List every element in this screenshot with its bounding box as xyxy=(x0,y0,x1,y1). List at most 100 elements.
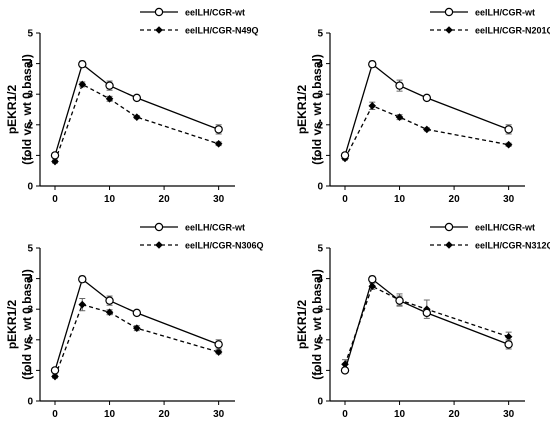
chart-panel-4: 0 1 2 3 4 5 0 10 20 30 pEKR1/2 (fold vs. wt 0 basal… xyxy=(295,223,550,421)
data-point xyxy=(51,157,59,166)
y-axis-label-line-2: (fold vs. wt 0 basal) xyxy=(310,54,324,165)
data-point xyxy=(422,308,432,318)
y-tick-label: 4 xyxy=(27,274,33,285)
x-tick-label: 10 xyxy=(104,409,116,420)
data-point xyxy=(51,372,59,381)
legend-marker xyxy=(154,222,164,232)
series-line-2 xyxy=(344,285,509,365)
x-tick-label: 10 xyxy=(104,194,116,205)
y-tick-label: 4 xyxy=(317,274,323,285)
data-point xyxy=(423,125,431,134)
y-tick-label: 5 xyxy=(27,29,33,40)
legend-label: eelLH/CGR-wt xyxy=(185,223,245,233)
data-point xyxy=(78,300,87,309)
x-tick-label: 30 xyxy=(213,409,225,420)
x-tick-label: 30 xyxy=(503,194,515,205)
legend-marker xyxy=(445,26,453,34)
legend-marker xyxy=(445,241,453,249)
x-tick-label: 10 xyxy=(394,409,406,420)
data-point xyxy=(214,139,223,148)
y-axis-label-line-2: (fold vs. wt 0 basal) xyxy=(20,54,34,165)
data-point xyxy=(395,81,404,90)
data-point xyxy=(214,348,223,356)
legend-label: eelLH/CGR-N312Q xyxy=(475,241,550,251)
series-line-1 xyxy=(344,278,509,371)
y-tick-label: 5 xyxy=(317,29,323,40)
data-point xyxy=(78,80,87,89)
y-tick-label: 4 xyxy=(27,59,33,70)
y-axis-label-line-1: pEKR1/2 xyxy=(295,85,309,135)
data-point xyxy=(504,332,513,341)
y-tick-label: 5 xyxy=(317,244,323,255)
data-point xyxy=(78,60,87,69)
y-tick-label: 5 xyxy=(27,244,33,255)
y-tick-label: 2 xyxy=(27,335,33,346)
y-tick-label: 2 xyxy=(27,120,33,131)
legend-label: eelLH/CGR-N49Q xyxy=(185,26,259,36)
y-axis-label-line-1: pEKR1/2 xyxy=(295,300,309,350)
y-tick-label: 3 xyxy=(317,305,323,316)
y-axis-label-line-1: pEKR1/2 xyxy=(5,300,19,350)
x-tick-label: 20 xyxy=(449,194,461,205)
data-point xyxy=(504,140,513,149)
y-tick-label: 0 xyxy=(27,182,33,193)
data-point xyxy=(133,113,141,121)
y-tick-label: 2 xyxy=(317,120,323,131)
legend-marker xyxy=(155,26,163,34)
x-tick-label: 20 xyxy=(159,194,171,205)
data-point xyxy=(504,340,513,349)
chart-panel-1: 0 1 2 3 4 5 0 10 20 30 pEKR1/2 (fold vs. wt 0 basal… xyxy=(5,8,259,206)
y-tick-label: 4 xyxy=(317,59,323,70)
y-tick-label: 0 xyxy=(27,397,33,408)
chart-panel-3: 0 1 2 3 4 5 0 10 20 30 pEKR1/2 (fold vs. wt 0 basal… xyxy=(5,223,264,421)
x-tick-label: 30 xyxy=(503,409,515,420)
data-point xyxy=(368,275,377,284)
legend-marker xyxy=(154,7,164,17)
data-point xyxy=(341,360,349,369)
y-tick-label: 1 xyxy=(27,151,33,162)
y-axis-label-line-1: pEKR1/2 xyxy=(5,85,19,135)
data-point xyxy=(340,151,350,160)
data-point xyxy=(214,340,223,349)
y-tick-label: 2 xyxy=(317,335,323,346)
data-point xyxy=(395,296,404,305)
legend-label: eelLH/CGR-wt xyxy=(475,223,535,233)
data-point xyxy=(50,366,60,375)
data-point xyxy=(105,296,114,305)
y-tick-label: 3 xyxy=(317,90,323,101)
data-point xyxy=(422,93,432,103)
data-point xyxy=(132,308,142,318)
x-tick-label: 0 xyxy=(342,194,348,205)
series-line-1 xyxy=(54,63,219,156)
data-point xyxy=(50,151,60,160)
x-tick-label: 30 xyxy=(213,194,225,205)
x-tick-label: 0 xyxy=(52,194,58,205)
data-point xyxy=(105,81,114,90)
x-tick-label: 0 xyxy=(342,409,348,420)
legend-label: eelLH/CGR-N306Q xyxy=(185,241,264,251)
legend-label: eelLH/CGR-N201Q xyxy=(475,26,550,36)
legend-marker xyxy=(155,241,163,249)
x-tick-label: 0 xyxy=(52,409,58,420)
legend-label: eelLH/CGR-wt xyxy=(475,8,535,18)
y-tick-label: 1 xyxy=(317,151,323,162)
data-point xyxy=(214,125,223,134)
data-point xyxy=(105,94,114,103)
data-point xyxy=(78,275,87,284)
x-tick-label: 10 xyxy=(394,194,406,205)
data-point xyxy=(340,366,350,375)
x-tick-label: 20 xyxy=(449,409,461,420)
y-tick-label: 0 xyxy=(317,397,323,408)
legend-marker xyxy=(444,222,454,232)
data-point xyxy=(133,324,141,332)
y-axis-label-line-2: (fold vs. wt 0 basal) xyxy=(20,269,34,380)
data-point xyxy=(504,125,513,134)
y-axis-label-line-2: (fold vs. wt 0 basal) xyxy=(310,269,324,380)
y-tick-label: 1 xyxy=(317,366,323,377)
data-point xyxy=(368,60,377,69)
y-tick-label: 3 xyxy=(27,305,33,316)
y-tick-label: 0 xyxy=(317,182,323,193)
legend-marker xyxy=(444,7,454,17)
data-point xyxy=(132,93,142,103)
